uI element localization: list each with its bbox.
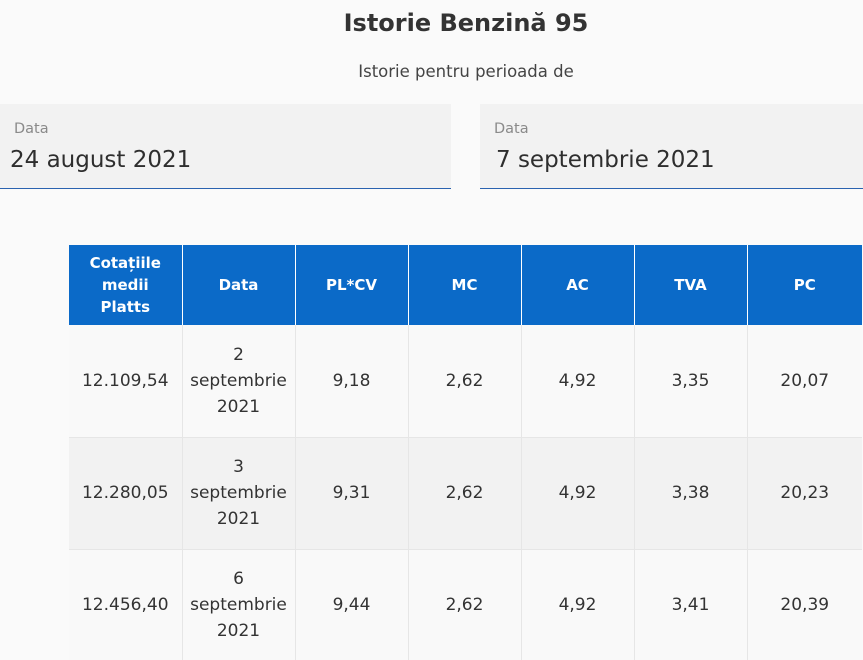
table-row: 12.456,40 6 septembrie 2021 9,44 2,62 4,… [69,549,862,660]
cell-date: 2 septembrie 2021 [182,325,296,438]
table-row: 12.109,54 2 septembrie 2021 9,18 2,62 4,… [69,325,862,438]
date-from-label: Data [14,121,49,137]
date-from-value[interactable]: 24 august 2021 [10,147,192,173]
cell-tva: 3,38 [634,437,748,550]
column-header-mc: MC [408,245,522,325]
cell-pc: 20,07 [747,325,862,438]
date-from-field[interactable]: Data 24 august 2021 [0,104,451,189]
date-to-label: Data [494,121,529,137]
column-header-pl-cv: PL*CV [295,245,409,325]
cell-pl-cv: 9,44 [295,549,409,660]
cell-ac: 4,92 [521,549,635,660]
date-to-value[interactable]: 7 septembrie 2021 [496,147,715,173]
column-header-platts: Cotațiile medii Platts [69,245,183,325]
cell-tva: 3,41 [634,549,748,660]
period-subtitle: Istorie pentru perioada de [358,62,574,81]
cell-pc: 20,39 [747,549,862,660]
cell-mc: 2,62 [408,549,522,660]
cell-date: 6 septembrie 2021 [182,549,296,660]
column-header-pc: PC [747,245,862,325]
table-row: 12.280,05 3 septembrie 2021 9,31 2,62 4,… [69,437,862,550]
page-title: Istorie Benzină 95 [343,9,589,37]
column-header-date: Data [182,245,296,325]
cell-platts: 12.280,05 [69,437,183,550]
cell-mc: 2,62 [408,437,522,550]
cell-platts: 12.456,40 [69,549,183,660]
cell-ac: 4,92 [521,437,635,550]
cell-pc: 20,23 [747,437,862,550]
column-header-tva: TVA [634,245,748,325]
cell-mc: 2,62 [408,325,522,438]
table-header-row: Cotațiile medii Platts Data PL*CV MC AC … [69,245,862,325]
cell-pl-cv: 9,18 [295,325,409,438]
date-to-field[interactable]: Data 7 septembrie 2021 [480,104,863,189]
cell-ac: 4,92 [521,325,635,438]
price-history-table: Cotațiile medii Platts Data PL*CV MC AC … [69,245,862,660]
cell-tva: 3,35 [634,325,748,438]
column-header-ac: AC [521,245,635,325]
cell-platts: 12.109,54 [69,325,183,438]
cell-date: 3 septembrie 2021 [182,437,296,550]
cell-pl-cv: 9,31 [295,437,409,550]
